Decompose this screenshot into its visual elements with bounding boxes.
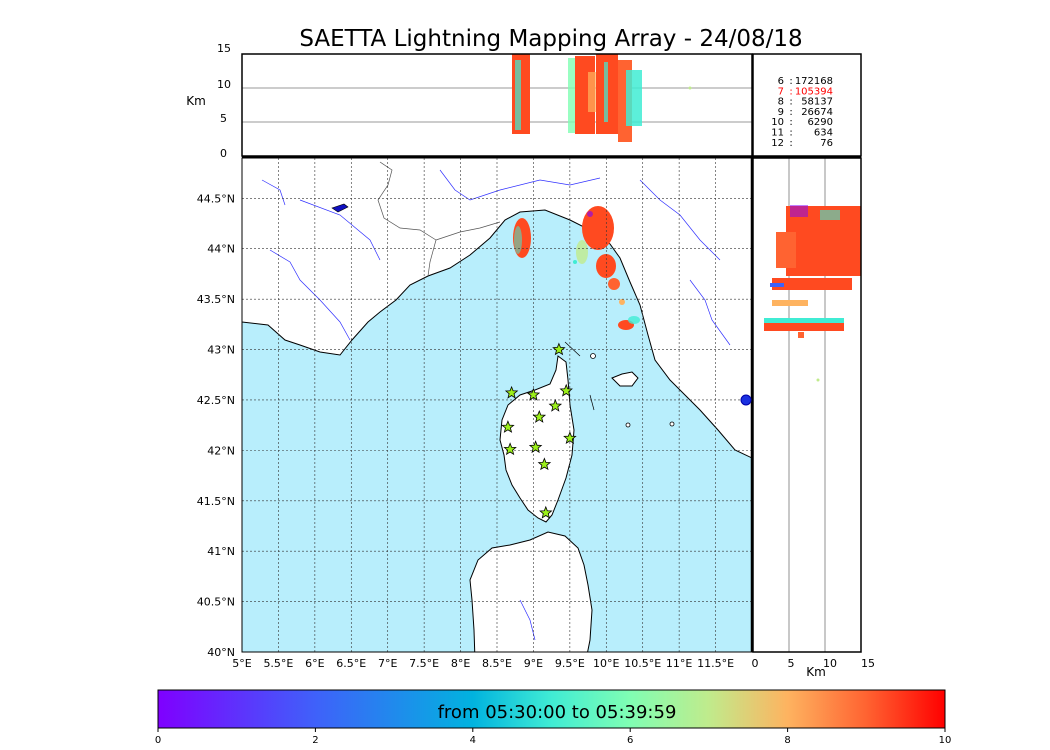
legend-count-value: 58137 bbox=[801, 97, 833, 108]
colorbar-tick-label: 10 bbox=[939, 735, 952, 746]
river bbox=[639, 179, 721, 261]
longitude-tick-label: 5.5°E bbox=[263, 657, 293, 670]
altitude-ylabel: Km bbox=[186, 94, 206, 108]
river bbox=[261, 179, 286, 206]
colorbar-tick-label: 6 bbox=[627, 735, 633, 746]
legend-station-number: 7 bbox=[778, 86, 784, 97]
river bbox=[299, 199, 381, 261]
longitude-tick-label: 8.5°E bbox=[482, 657, 512, 670]
latitude-tick-label: 41°N bbox=[207, 545, 235, 558]
station-star-icon bbox=[504, 385, 519, 399]
legend-station-number: 9 bbox=[778, 107, 784, 118]
lma-stations bbox=[501, 342, 577, 519]
altitude-flash-points bbox=[512, 54, 692, 142]
station-star-icon bbox=[552, 342, 566, 356]
sardinia-island bbox=[469, 531, 593, 652]
legend-station-number: 12 bbox=[771, 138, 784, 149]
colorbar-tick-label: 4 bbox=[470, 735, 476, 746]
time-colorbar: from 05:30:00 to 05:39:59 0 2 4 6 8 10 bbox=[155, 689, 952, 746]
legend-station-number: 10 bbox=[771, 117, 784, 128]
country-border bbox=[377, 161, 437, 277]
latitude-tick-label: 43°N bbox=[207, 344, 235, 357]
station-star-icon bbox=[526, 387, 541, 401]
longitude-tick-label: 8°E bbox=[451, 657, 470, 670]
legend-station-number: 11 bbox=[771, 128, 784, 139]
latitude-tick-label: 42.5°N bbox=[197, 394, 235, 407]
altitude-ytick: 5 bbox=[220, 112, 227, 125]
mainland-landmass bbox=[242, 158, 752, 459]
latitude-tick-label: 44°N bbox=[207, 243, 235, 256]
longitude-tick-label: 11.5°E bbox=[697, 657, 734, 670]
station-star-icon bbox=[528, 440, 543, 454]
station-count-legend: 6:1721687:1053948:581379:2667410:629011:… bbox=[752, 53, 862, 157]
station-star-icon bbox=[503, 442, 517, 456]
latitude-tick-label: 42°N bbox=[207, 444, 235, 457]
legend-separator: : bbox=[789, 86, 792, 97]
latitude-tick-label: 43.5°N bbox=[197, 293, 235, 306]
colorbar-tick-label: 0 bbox=[155, 735, 161, 746]
station-star-icon bbox=[548, 398, 563, 412]
figure-title: SAETTA Lightning Mapping Array - 24/08/1… bbox=[299, 26, 802, 52]
legend-separator: : bbox=[789, 97, 792, 108]
river bbox=[439, 169, 601, 201]
legend-count-value: 105394 bbox=[795, 86, 833, 97]
side-xtick: 0 bbox=[752, 657, 759, 670]
river bbox=[519, 599, 536, 641]
longitude-tick-label: 10.5°E bbox=[624, 657, 661, 670]
altitude-latitude-panel: 0 5 10 15 Km bbox=[242, 155, 875, 679]
side-xtick: 15 bbox=[861, 657, 875, 670]
latitude-tick-label: 40°N bbox=[207, 646, 235, 659]
elba-island bbox=[611, 371, 639, 387]
legend-separator: : bbox=[789, 107, 792, 118]
station-star-icon bbox=[539, 505, 553, 519]
side-xtick: 5 bbox=[788, 657, 795, 670]
longitude-tick-label: 9°E bbox=[524, 657, 543, 670]
longitude-tick-label: 10°E bbox=[593, 657, 619, 670]
latitude-tick-label: 44.5°N bbox=[197, 192, 235, 205]
station-star-icon bbox=[532, 410, 547, 423]
legend-separator: : bbox=[789, 117, 792, 128]
longitude-tick-label: 9.5°E bbox=[555, 657, 585, 670]
colorbar-tick-label: 8 bbox=[784, 735, 790, 746]
station-star-icon bbox=[559, 383, 573, 397]
side-flash-points bbox=[764, 205, 861, 382]
altitude-ytick: 0 bbox=[220, 147, 227, 160]
legend-separator: : bbox=[789, 76, 792, 87]
longitude-tick-label: 6°E bbox=[305, 657, 324, 670]
river bbox=[269, 249, 351, 341]
longitude-tick-label: 11°E bbox=[666, 657, 692, 670]
altitude-time-panel: Km 15 10 5 0 bbox=[186, 42, 753, 160]
legend-count-value: 26674 bbox=[801, 107, 833, 118]
colorbar-label: from 05:30:00 to 05:39:59 bbox=[438, 702, 677, 723]
longitude-tick-label: 7.5°E bbox=[409, 657, 439, 670]
colorbar-tick-label: 2 bbox=[312, 735, 318, 746]
legend-separator: : bbox=[789, 138, 792, 149]
side-xlabel: Km bbox=[806, 665, 826, 679]
station-star-icon bbox=[501, 420, 515, 433]
country-border bbox=[435, 221, 501, 241]
station-star-icon bbox=[563, 431, 577, 444]
legend-count-value: 76 bbox=[820, 138, 833, 149]
map-graticule bbox=[242, 158, 752, 652]
longitude-tick-label: 5°E bbox=[232, 657, 251, 670]
longitude-tick-label: 7°E bbox=[378, 657, 397, 670]
legend-count-value: 172168 bbox=[795, 76, 833, 87]
map-panel: 5°E 5.5°E 6°E 6.5°E 7°E 7.5°E 8°E 8.5°E 9°E 9.5°E… bbox=[197, 157, 753, 670]
longitude-tick-label: 6.5°E bbox=[336, 657, 366, 670]
station-star-icon bbox=[537, 457, 552, 471]
river bbox=[689, 279, 731, 346]
legend-count-value: 6290 bbox=[808, 117, 833, 128]
legend-count-value: 634 bbox=[814, 128, 833, 139]
corsica-island bbox=[499, 355, 575, 523]
legend-station-number: 6 bbox=[778, 76, 784, 87]
altitude-ytick: 10 bbox=[217, 78, 231, 91]
legend-separator: : bbox=[789, 128, 792, 139]
legend-station-number: 8 bbox=[778, 97, 784, 108]
latitude-tick-label: 40.5°N bbox=[197, 596, 235, 609]
latitude-tick-label: 41.5°N bbox=[197, 495, 235, 508]
altitude-ytick: 15 bbox=[217, 42, 231, 55]
side-xtick: 10 bbox=[823, 657, 837, 670]
